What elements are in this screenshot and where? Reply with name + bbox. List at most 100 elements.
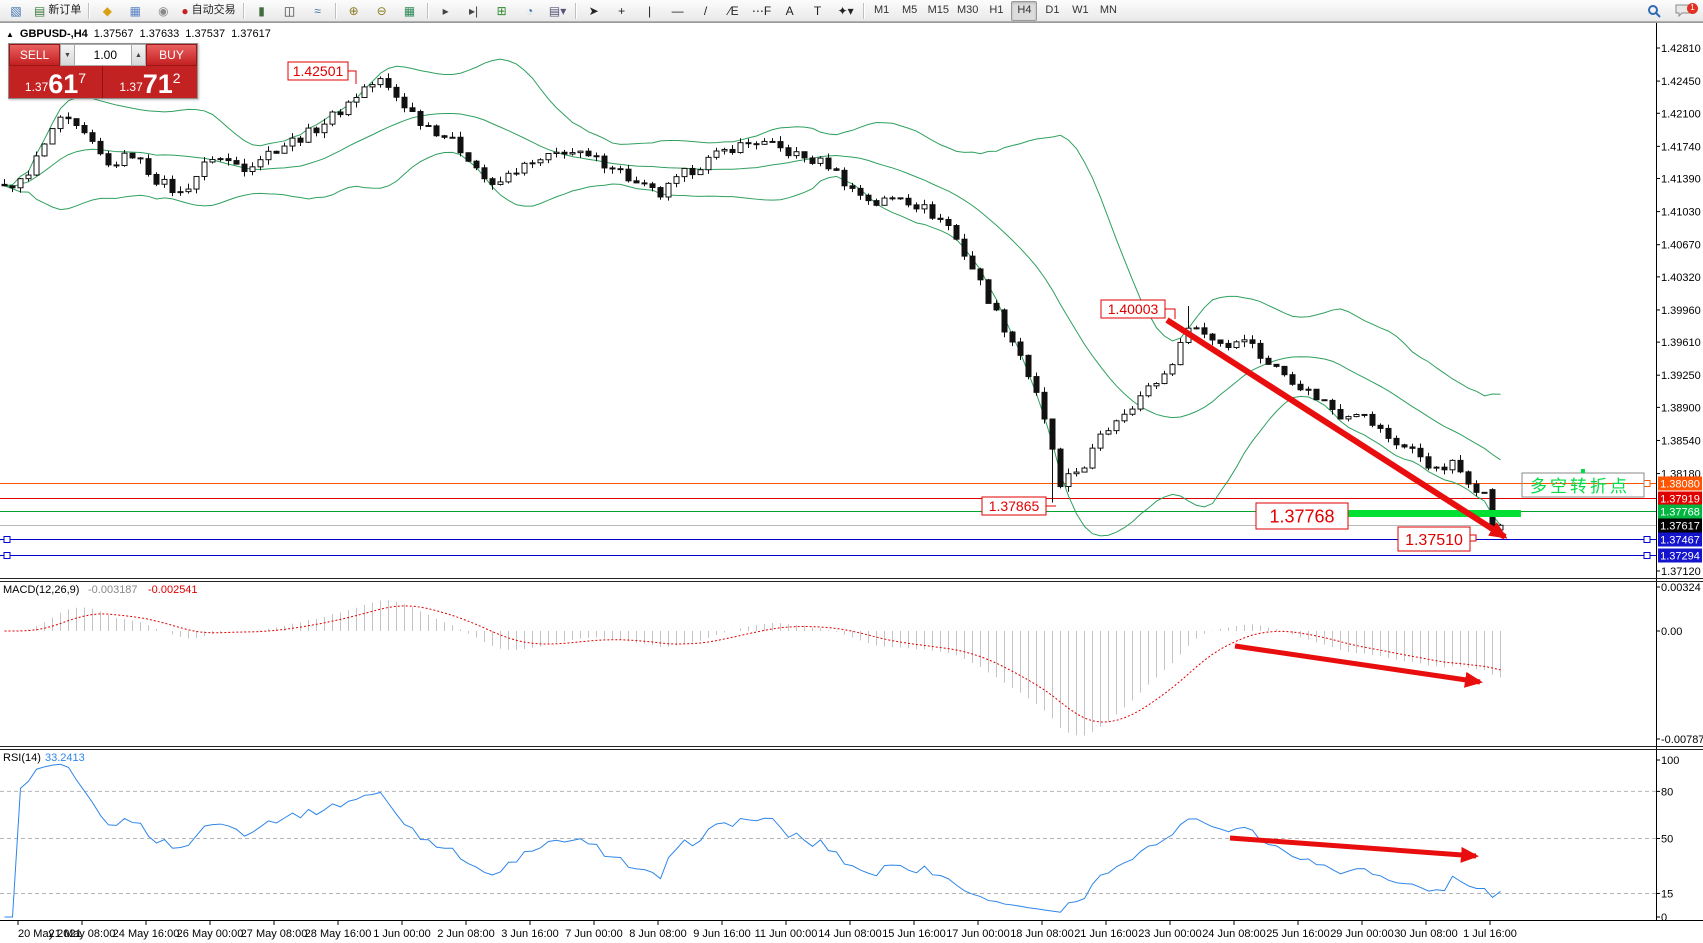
volume-decrease-button[interactable]: ▼ <box>60 44 75 66</box>
svg-text:8 Jun 08:00: 8 Jun 08:00 <box>629 928 687 940</box>
toolbar-separator <box>88 2 91 19</box>
timeframe-d1[interactable]: D1 <box>1045 4 1060 16</box>
svg-text:29 Jun 00:00: 29 Jun 00:00 <box>1330 928 1394 940</box>
horizontal-line-icon[interactable]: — <box>671 3 684 18</box>
timeframe-m1[interactable]: M1 <box>873 4 890 16</box>
search-icon[interactable] <box>1641 1 1667 21</box>
svg-text:25 Jun 16:00: 25 Jun 16:00 <box>1266 928 1330 940</box>
sell-price[interactable]: 1.37 61 7 <box>9 66 103 98</box>
buy-price-figure: 1.37 <box>119 80 143 94</box>
trend-arrow-rsi[interactable] <box>1229 835 1479 863</box>
auto-scroll-icon[interactable]: ▸ <box>442 3 449 18</box>
price-badge: 1.37919 <box>1658 491 1702 506</box>
timeframe-w1[interactable]: W1 <box>1072 4 1089 16</box>
svg-text:27 May 08:00: 27 May 08:00 <box>241 928 308 940</box>
fibonacci-icon[interactable]: ⋯F <box>751 3 772 18</box>
svg-text:20 May 2021: 20 May 2021 <box>18 928 82 940</box>
svg-text:3 Jun 16:00: 3 Jun 16:00 <box>501 928 559 940</box>
toolbar-separator <box>862 2 865 19</box>
bar-chart-icon[interactable]: ▮ <box>258 3 265 18</box>
trend-arrow-macd[interactable] <box>1234 643 1483 688</box>
chart-quote-header: ▲ GBPUSD-,H4 1.37567 1.37633 1.37537 1.3… <box>6 28 271 40</box>
direction-up-icon: ▲ <box>6 29 14 39</box>
new-chart-icon[interactable]: ▧ <box>10 3 22 18</box>
main-toolbar: ▧ ▤ 新订单 ◆ ▦ ◉ ● 自动交易 ▮ ◫ ≈ ⊕ ⊖ ▦ ▸ ▸| ⊞ ◔ ▤▾ ➤ + | — / ∕E ⋯F A T ✦▾… <box>0 0 1703 22</box>
new-order-button[interactable]: ▤ 新订单 <box>34 3 82 18</box>
timeframe-h1[interactable]: H1 <box>989 4 1004 16</box>
svg-text:1.37467: 1.37467 <box>1660 535 1700 547</box>
trend-arrow-main[interactable] <box>1165 317 1508 540</box>
svg-text:RSI(14): RSI(14) <box>3 752 41 764</box>
svg-text:1.40320: 1.40320 <box>1661 272 1701 284</box>
timeframe-m30[interactable]: M30 <box>957 4 979 16</box>
arrows-icon[interactable]: ✦▾ <box>837 3 854 18</box>
svg-text:30 Jun 08:00: 30 Jun 08:00 <box>1394 928 1458 940</box>
svg-text:15 Jun 16:00: 15 Jun 16:00 <box>882 928 946 940</box>
sep-macd-rsi[interactable] <box>0 746 1703 750</box>
templates-icon[interactable]: ▤▾ <box>548 3 567 18</box>
svg-text:1.41030: 1.41030 <box>1661 207 1701 219</box>
svg-text:14 Jun 08:00: 14 Jun 08:00 <box>818 928 882 940</box>
cube-icon[interactable]: ◆ <box>102 3 112 18</box>
bollinger-bands <box>4 58 1501 537</box>
price-badge: 1.37467 <box>1658 532 1702 547</box>
buy-price-pips: 71 <box>142 69 173 100</box>
clock-icon[interactable]: ◔ <box>525 3 534 18</box>
svg-text:1.42450: 1.42450 <box>1661 76 1701 88</box>
vertical-line-icon[interactable]: | <box>648 3 652 18</box>
cn-turning-point-text[interactable]: 多空转折点 <box>1521 469 1645 498</box>
price-annotation-label[interactable]: 1.40003 <box>1100 299 1176 319</box>
crosshair-icon[interactable]: + <box>618 3 626 18</box>
svg-text:1.39960: 1.39960 <box>1661 305 1701 317</box>
candlestick-series <box>1 73 1504 536</box>
svg-text:0.00324: 0.00324 <box>1661 582 1701 594</box>
indicators-icon[interactable]: ⊞ <box>496 3 507 18</box>
svg-text:17 Jun 00:00: 17 Jun 00:00 <box>946 928 1010 940</box>
zoom-out-icon[interactable]: ⊖ <box>376 3 387 18</box>
history-icon[interactable]: ▦ <box>129 3 142 18</box>
text-label-icon[interactable]: T <box>813 3 822 18</box>
buy-price-point: 2 <box>172 70 181 86</box>
quote-open: 1.37567 <box>93 28 134 40</box>
cursor-icon[interactable]: ➤ <box>588 3 599 18</box>
svg-text:MACD(12,26,9): MACD(12,26,9) <box>3 584 79 596</box>
volume-input[interactable]: 1.00 <box>75 44 131 66</box>
chat-icon[interactable]: 1 <box>1669 1 1698 21</box>
buy-price[interactable]: 1.37 71 2 <box>103 66 197 98</box>
svg-text:-0.003187: -0.003187 <box>88 584 138 596</box>
buy-button[interactable]: BUY <box>146 44 197 66</box>
price-annotation-label[interactable]: 1.37865 <box>981 496 1056 516</box>
svg-text:1.41740: 1.41740 <box>1661 141 1701 153</box>
chart-shift-icon[interactable]: ▸| <box>469 3 479 18</box>
price-axis: 1.42810 1.42450 1.42100 1.41740 1.41390 1.410… <box>1656 43 1701 578</box>
price-badge: 1.37768 <box>1658 504 1702 519</box>
price-annotation-label[interactable]: 1.37768 <box>1255 502 1349 530</box>
zoom-in-icon[interactable]: ⊕ <box>348 3 359 18</box>
sell-button[interactable]: SELL <box>9 44 60 66</box>
timeframe-m5[interactable]: M5 <box>901 4 918 16</box>
channel-icon[interactable]: ∕E <box>728 3 739 18</box>
svg-text:24 Jun 08:00: 24 Jun 08:00 <box>1202 928 1266 940</box>
trendline-icon[interactable]: / <box>703 3 708 18</box>
price-annotation-label[interactable]: 1.42501 <box>287 61 357 84</box>
volume-increase-button[interactable]: ▲ <box>131 44 146 66</box>
price-annotation-label[interactable]: 1.37510 <box>1397 526 1477 552</box>
notification-badge: 1 <box>1687 2 1698 14</box>
svg-text:24 May 16:00: 24 May 16:00 <box>113 928 180 940</box>
sell-price-point: 7 <box>78 70 87 86</box>
candlestick-icon[interactable]: ◫ <box>283 3 296 18</box>
timeframe-m15[interactable]: M15 <box>927 4 949 16</box>
line-chart-icon[interactable]: ≈ <box>314 3 321 18</box>
timeframe-h4[interactable]: H4 <box>1011 0 1038 21</box>
support-highlight-bar[interactable] <box>1330 510 1521 517</box>
sep-main-macd[interactable] <box>0 578 1703 582</box>
svg-text:多空转折点: 多空转折点 <box>1530 477 1630 496</box>
tile-windows-icon[interactable]: ▦ <box>403 3 416 18</box>
signals-icon[interactable]: ◉ <box>158 3 169 18</box>
autotrading-button[interactable]: ● 自动交易 <box>181 3 236 18</box>
text-icon[interactable]: A <box>785 3 794 18</box>
svg-text:9 Jun 16:00: 9 Jun 16:00 <box>693 928 751 940</box>
timeframe-mn[interactable]: MN <box>1099 4 1117 16</box>
